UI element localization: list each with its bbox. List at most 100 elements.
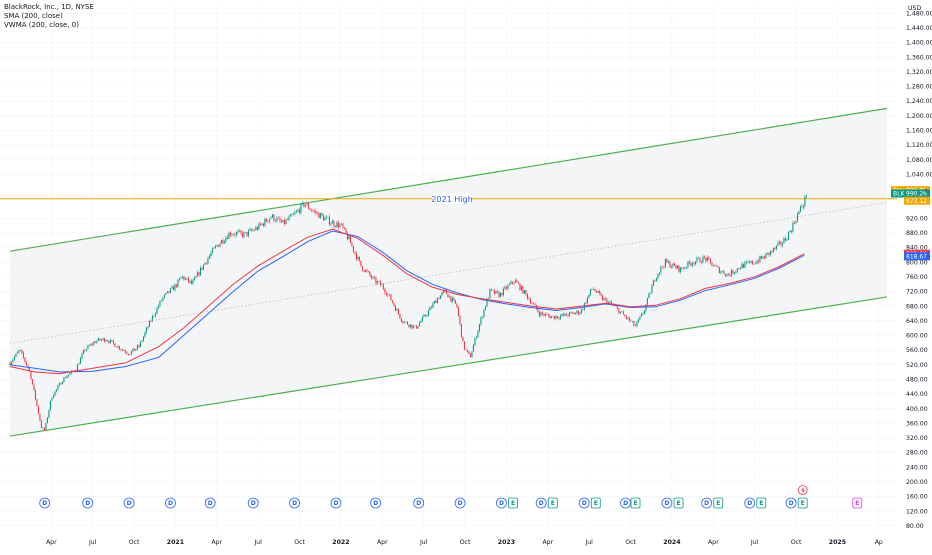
candle-body	[552, 316, 554, 317]
candle-body	[328, 216, 330, 225]
x-tick-label: 2025	[829, 539, 846, 546]
dividend-marker	[578, 497, 590, 509]
candle-body	[342, 223, 344, 228]
price-tag-bg	[904, 196, 930, 205]
candle-body	[34, 390, 36, 400]
candle-body	[723, 271, 725, 275]
candle-body	[493, 290, 495, 294]
candle-body	[625, 316, 627, 319]
y-tick-label: 400.00	[906, 406, 928, 413]
candle-body	[18, 350, 20, 353]
candle-body	[453, 297, 455, 301]
candle-body	[45, 423, 47, 431]
candle-body	[592, 288, 594, 290]
candle-body	[559, 315, 561, 319]
candle-body	[741, 263, 743, 269]
candle-body	[82, 350, 84, 354]
candle-body	[351, 243, 353, 246]
x-tick-label: Jul	[253, 539, 262, 546]
earnings-letter: E	[594, 500, 598, 507]
candle-body	[54, 391, 56, 396]
candle-body	[738, 268, 740, 269]
candle-body	[141, 340, 143, 342]
candle-body	[397, 309, 399, 314]
symbol-title[interactable]: BlackRock, Inc., 1D, NYSE	[4, 3, 94, 11]
candle-body	[393, 302, 395, 306]
candle-body	[364, 269, 366, 272]
price-tag-bg	[904, 189, 930, 198]
candle-body	[198, 272, 200, 276]
candle-body	[721, 271, 723, 272]
candle-body	[663, 267, 665, 268]
candle-body	[372, 277, 374, 279]
candle-body	[520, 286, 522, 290]
candle-body	[778, 241, 780, 243]
candle-body	[799, 206, 801, 212]
candle-body	[486, 298, 488, 307]
candle-body	[42, 427, 44, 429]
candle-body	[714, 265, 716, 267]
candle-body	[102, 338, 104, 340]
candle-body	[118, 346, 120, 350]
candle-body	[222, 240, 224, 244]
x-tick-label: 2021	[167, 539, 184, 546]
candle-body	[61, 381, 63, 385]
candlesticks	[9, 194, 807, 431]
candle-body	[31, 379, 33, 385]
candle-body	[616, 306, 618, 309]
candle-body	[442, 290, 444, 293]
candle-body	[409, 324, 411, 327]
candle-body	[354, 251, 356, 254]
candle-body	[565, 313, 567, 316]
vwma-indicator-label[interactable]: VWMA (200, close, 0)	[4, 21, 79, 29]
sma-indicator-label[interactable]: SMA (200, close)	[4, 12, 63, 20]
candle-body	[672, 263, 674, 267]
candle-body	[610, 301, 612, 304]
dividend-letter: D	[416, 500, 421, 507]
candle-body	[558, 317, 560, 319]
price-axis-bg	[897, 0, 932, 550]
dividend-marker	[204, 497, 216, 509]
candle-body	[160, 300, 162, 302]
candle-body	[366, 269, 368, 272]
price-tag-label: BLK	[893, 190, 905, 197]
candle-body	[466, 349, 468, 352]
candle-body	[330, 223, 332, 225]
lightning-icon	[801, 486, 805, 494]
candle-body	[516, 280, 518, 283]
dividend-letter: D	[458, 500, 463, 507]
candle-body	[744, 262, 746, 268]
candle-body	[763, 256, 765, 259]
candle-body	[76, 364, 78, 371]
candle-body	[586, 297, 588, 304]
candle-body	[456, 303, 458, 308]
candle-body	[268, 218, 270, 222]
candle-body	[417, 326, 419, 329]
candle-body	[204, 262, 206, 265]
candle-body	[496, 291, 498, 293]
dividend-marker	[701, 497, 713, 509]
candle-body	[132, 348, 134, 352]
candle-body	[604, 298, 606, 300]
candle-body	[655, 278, 657, 281]
candle-body	[420, 320, 422, 323]
candle-body	[589, 289, 591, 295]
x-tick-label: Oct	[791, 539, 802, 546]
candle-body	[373, 277, 375, 278]
candle-body	[130, 351, 132, 355]
candle-body	[471, 351, 473, 358]
candle-body	[745, 262, 747, 263]
candle-body	[358, 256, 360, 261]
candle-body	[226, 237, 228, 239]
candle-body	[601, 295, 603, 301]
candle-body	[267, 221, 269, 223]
candle-body	[72, 370, 74, 372]
candle-body	[153, 315, 155, 317]
sma-200-line	[9, 228, 805, 375]
candle-body	[88, 345, 90, 347]
candle-body	[640, 313, 642, 317]
candle-body	[759, 256, 761, 263]
candle-body	[111, 339, 113, 341]
